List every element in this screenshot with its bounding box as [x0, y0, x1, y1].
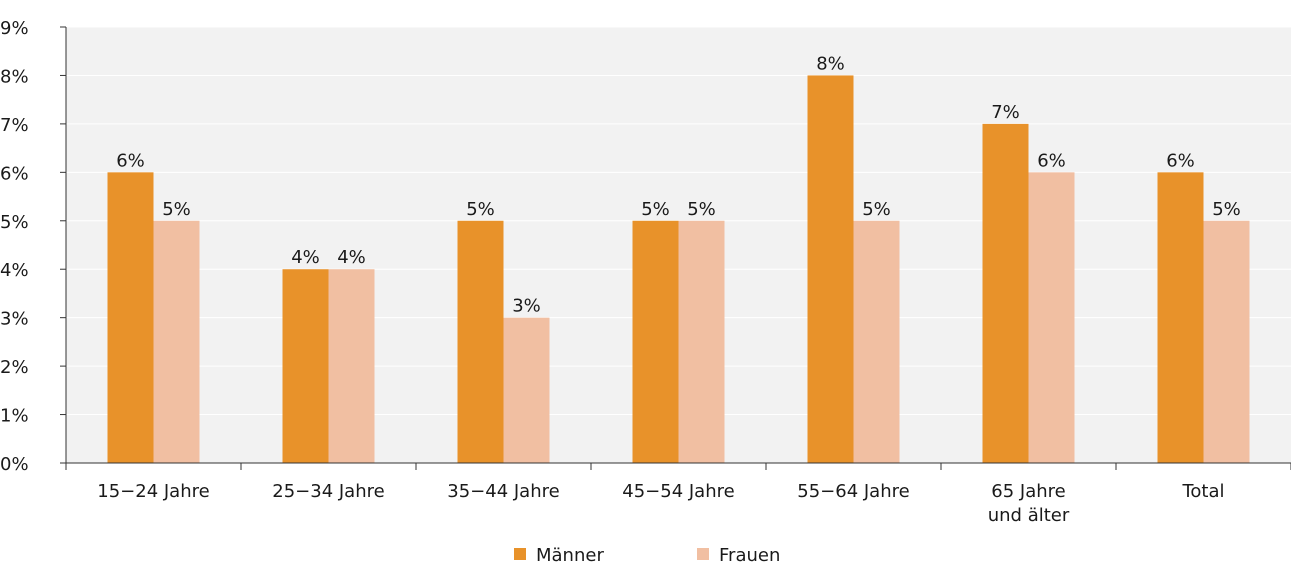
x-tick-label: 35−44 Jahre — [447, 481, 559, 502]
x-tick-label: und älter — [988, 505, 1070, 526]
bar-frauen — [328, 269, 375, 463]
bar-maenner — [807, 75, 854, 463]
y-tick-label: 2% — [0, 357, 29, 378]
bar-maenner — [107, 172, 154, 464]
data-label: 4% — [337, 247, 366, 268]
x-tick-labels: 15−24 Jahre 25−34 Jahre 35−44 Jahre 45−54 J… — [97, 481, 1224, 526]
bar-frauen — [503, 317, 550, 463]
y-tick-labels: 0% 1% 2% 3% 4% 5% 6% 7% 8% 9% — [0, 18, 29, 475]
x-tick-label: Total — [1181, 481, 1224, 502]
y-tick-label: 1% — [0, 406, 29, 427]
data-label: 5% — [1212, 199, 1241, 220]
legend-label: Frauen — [719, 545, 780, 566]
bar-frauen — [1203, 220, 1250, 463]
data-label: 5% — [162, 199, 191, 220]
axes — [60, 26, 1291, 470]
bars — [107, 75, 1250, 464]
y-tick-label: 8% — [0, 66, 29, 87]
data-label: 4% — [291, 247, 320, 268]
y-tick-label: 9% — [0, 18, 29, 39]
bar-frauen — [1028, 172, 1075, 464]
x-tick-label: 45−54 Jahre — [622, 481, 734, 502]
x-tick-label: 15−24 Jahre — [97, 481, 209, 502]
legend: Männer Frauen — [514, 545, 780, 566]
data-label: 6% — [1037, 150, 1066, 171]
data-label: 8% — [816, 53, 845, 74]
bar-frauen — [153, 220, 200, 463]
y-tick-label: 3% — [0, 309, 29, 330]
y-tick-label: 5% — [0, 212, 29, 233]
bar-maenner — [982, 123, 1029, 463]
bar-frauen — [678, 220, 725, 463]
data-label: 7% — [991, 102, 1020, 123]
data-label: 5% — [862, 199, 891, 220]
x-tick-label: 65 Jahre — [991, 481, 1065, 502]
bar-frauen — [853, 220, 900, 463]
data-label: 5% — [466, 199, 495, 220]
bar-maenner — [632, 220, 679, 463]
bar-maenner — [457, 220, 504, 463]
bar-maenner — [282, 269, 329, 463]
data-label: 3% — [512, 296, 541, 317]
x-tick-label: 55−64 Jahre — [797, 481, 909, 502]
y-tick-label: 7% — [0, 115, 29, 136]
data-labels: 6% 5% 4% 4% 5% 3% 5% 5% 8% 5% 7% 6% 6% 5% — [116, 53, 1241, 316]
data-label: 5% — [687, 199, 716, 220]
legend-swatch — [697, 548, 709, 560]
y-tick-label: 4% — [0, 260, 29, 281]
bar-maenner — [1157, 172, 1204, 464]
legend-swatch — [514, 548, 526, 560]
x-tick-label: 25−34 Jahre — [272, 481, 384, 502]
data-label: 6% — [1166, 150, 1195, 171]
data-label: 5% — [641, 199, 670, 220]
y-tick-label: 0% — [0, 454, 29, 475]
legend-label: Männer — [536, 545, 604, 566]
y-tick-label: 6% — [0, 163, 29, 184]
data-label: 6% — [116, 150, 145, 171]
